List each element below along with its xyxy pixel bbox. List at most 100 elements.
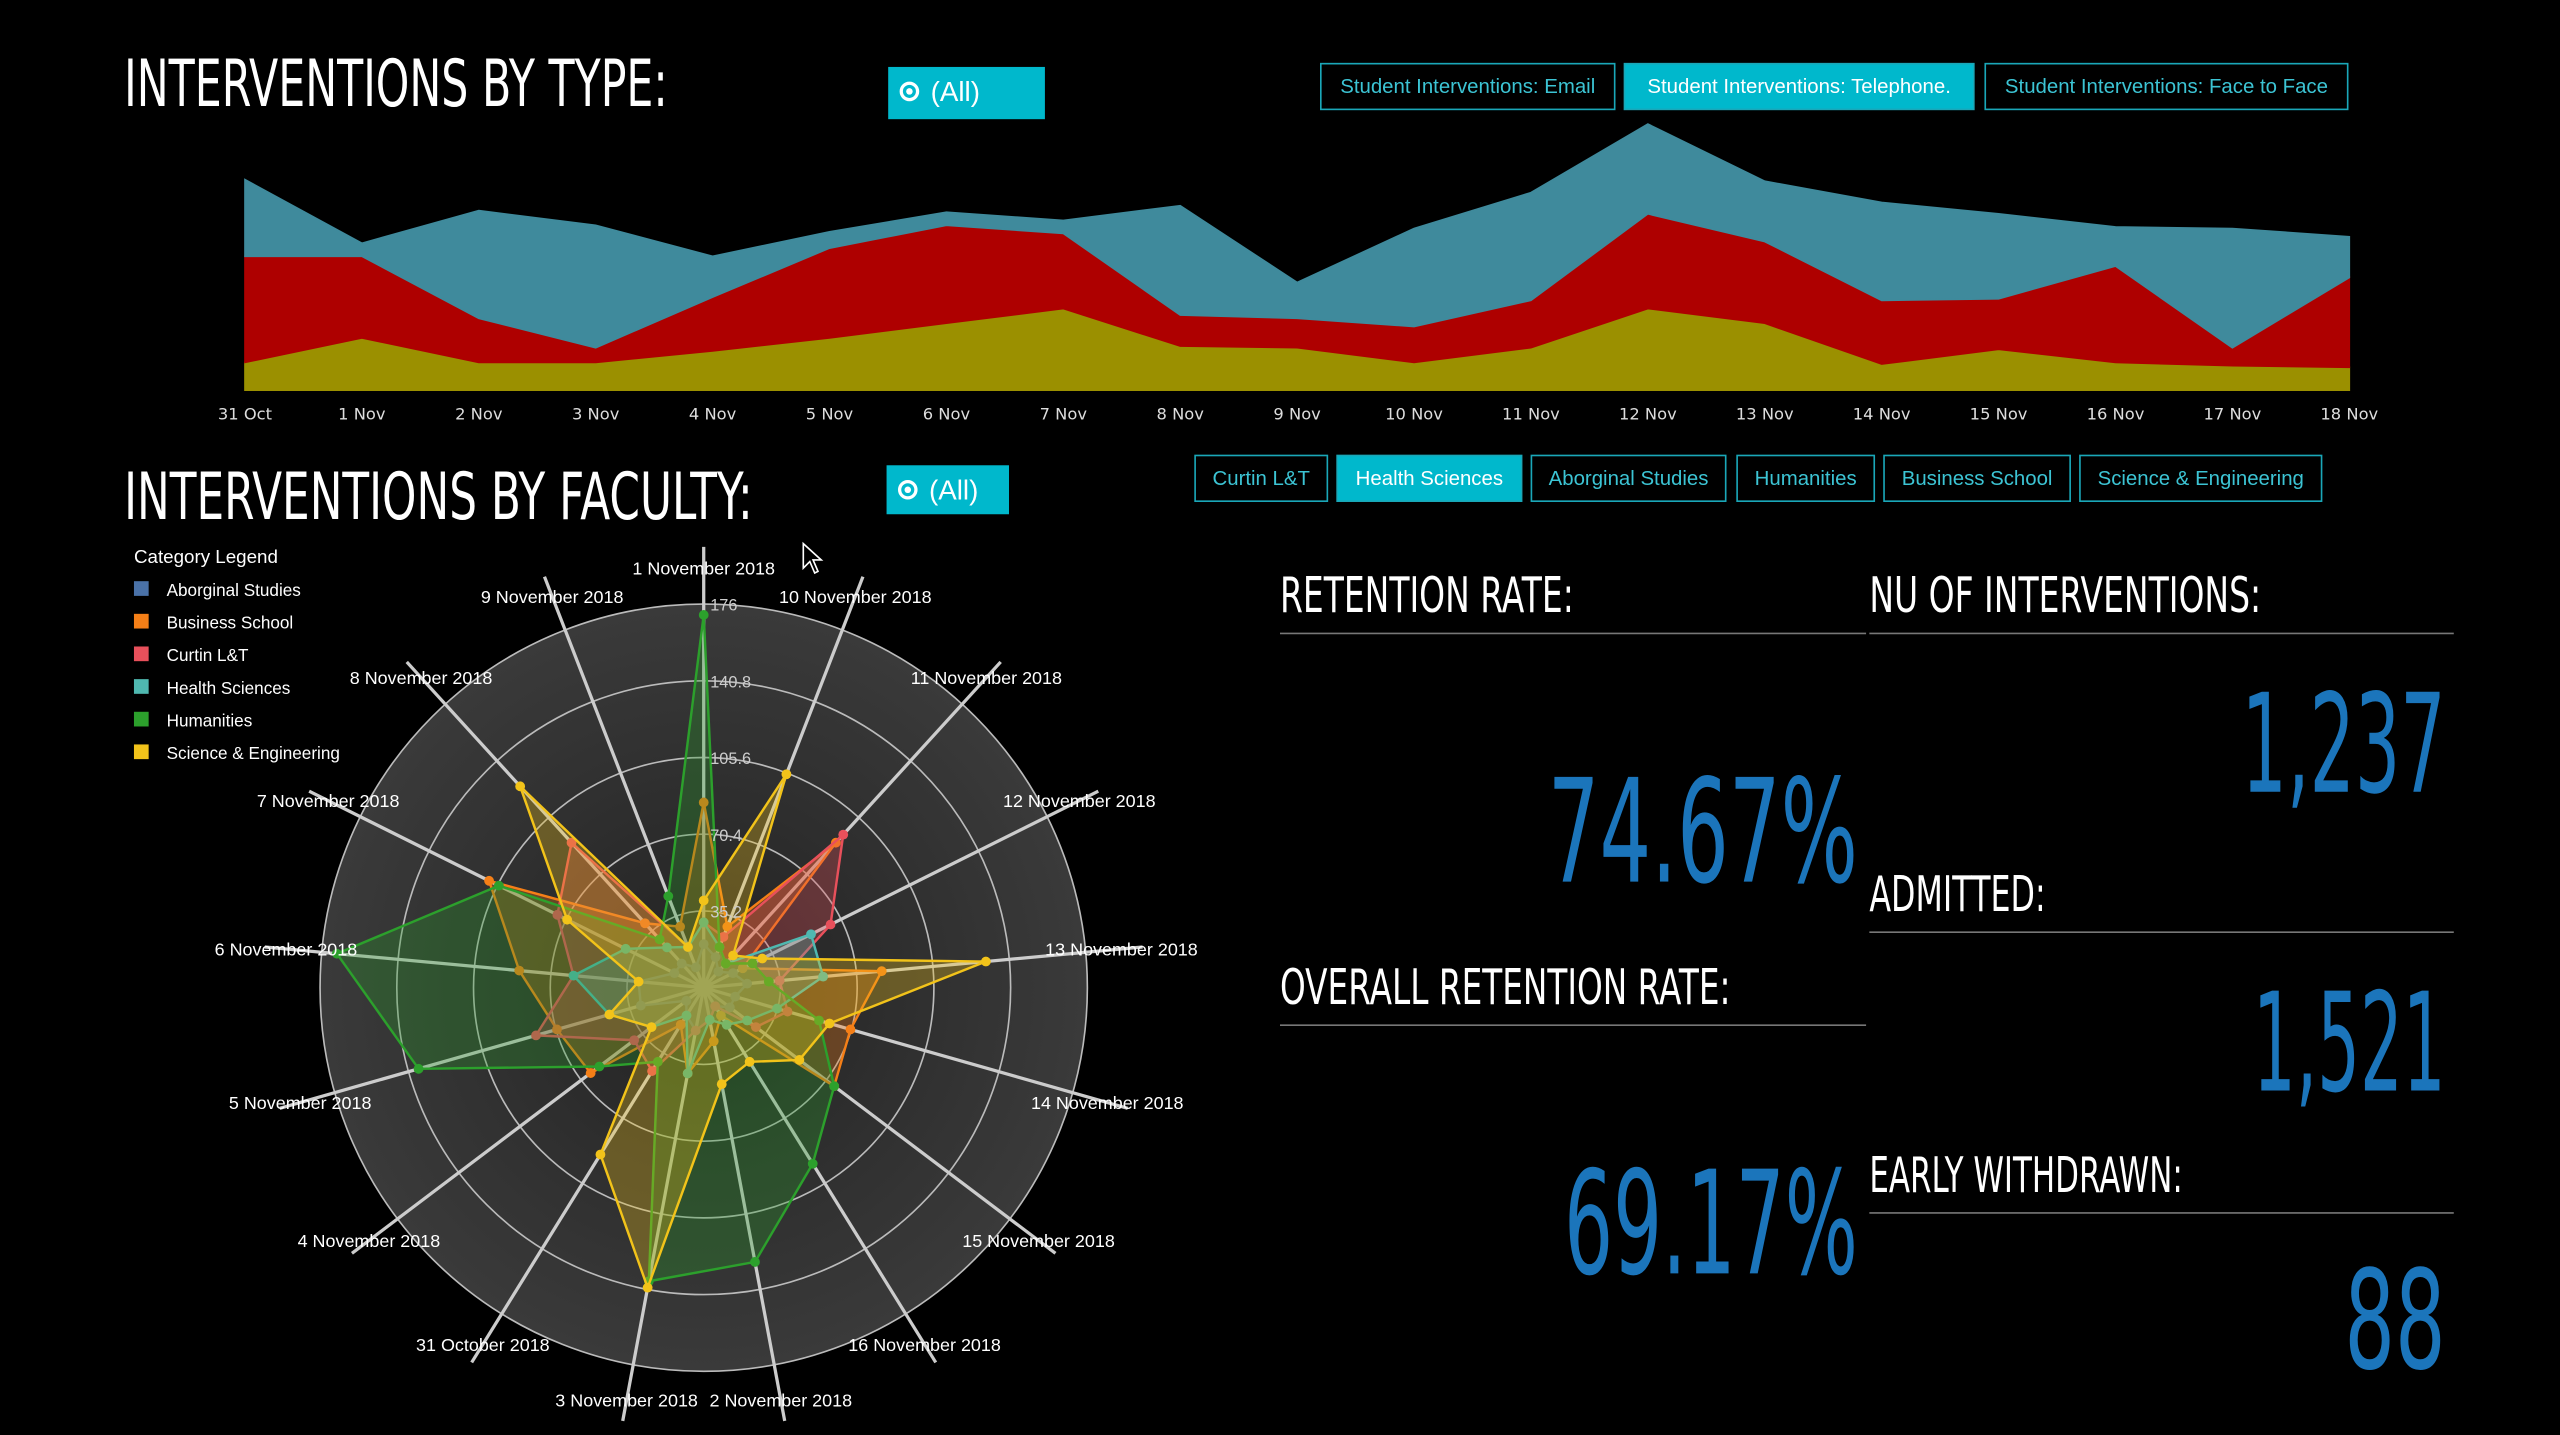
radar-point — [714, 942, 725, 952]
filter-button[interactable] — [1319, 62, 1616, 111]
filter-button-label: Humanities — [1755, 468, 1857, 490]
filter-button[interactable] — [1736, 454, 1876, 503]
radar-point — [652, 1056, 663, 1067]
section-title: INTERVENTIONS BY TYPE: — [124, 46, 668, 122]
filter-button-label: Student Interventions: Telephone. — [1647, 76, 1950, 98]
kpi-value: 69.17% — [1564, 1140, 1858, 1307]
filter-button-label: Science & Engineering — [2098, 468, 2304, 490]
radar-point — [763, 976, 774, 987]
kpi-label: EARLY WITHDRAWN: — [1869, 1147, 2182, 1204]
legend-label: Curtin L&T — [167, 645, 249, 665]
radar-point — [675, 921, 685, 932]
filter-button[interactable] — [1194, 454, 1329, 503]
filter-button[interactable] — [1336, 454, 1523, 503]
radar-point — [781, 769, 792, 780]
radar-point — [708, 1036, 719, 1047]
radar-point — [838, 829, 849, 840]
radar-point — [713, 966, 724, 977]
filter-button[interactable] — [1984, 62, 2349, 111]
legend-label: Science & Engineering — [167, 743, 340, 763]
filter-button[interactable] — [1883, 454, 2071, 503]
axis-label: 4 November 2018 — [298, 1231, 441, 1251]
x-tick-label: 15 Nov — [1970, 405, 2028, 424]
axis-label: 11 November 2018 — [911, 668, 1062, 688]
axis-label: 3 November 2018 — [555, 1391, 698, 1411]
filter-button-label: Student Interventions: Email — [1340, 76, 1595, 98]
radar-point — [413, 1063, 424, 1074]
axis-label: 31 October 2018 — [416, 1335, 550, 1355]
radar-point — [757, 953, 768, 964]
axis-label: 15 November 2018 — [962, 1231, 1115, 1251]
radar-point — [681, 1010, 692, 1021]
radio-dot — [904, 486, 912, 494]
section-title: INTERVENTIONS BY FACULTY: — [124, 459, 753, 535]
radar-point — [718, 931, 729, 942]
r-tick-label: 70.4 — [710, 827, 742, 845]
radar-point — [646, 1022, 657, 1032]
radar-point — [814, 1015, 824, 1026]
kpi-value: 88 — [2344, 1242, 2445, 1401]
x-tick-label: 4 Nov — [689, 405, 737, 424]
radar-point — [751, 1022, 761, 1032]
radar-point — [698, 917, 709, 928]
radar-point — [716, 1010, 726, 1021]
radar-point — [594, 1061, 605, 1072]
filter-button[interactable] — [2079, 454, 2323, 503]
radar-point — [774, 975, 785, 986]
radar-point — [794, 1055, 805, 1065]
radar-point — [806, 929, 816, 940]
radar-spoke — [702, 986, 938, 1364]
radar-point — [980, 956, 991, 967]
filter-dropdown[interactable]: (All) — [888, 66, 1045, 120]
legend-label: Aborginal Studies — [167, 580, 301, 600]
radar-point — [690, 1025, 701, 1036]
legend-swatch — [133, 679, 149, 694]
radar-spoke — [470, 986, 706, 1364]
kpi-label: RETENTION RATE: — [1280, 567, 1574, 624]
axis-label: 10 November 2018 — [779, 587, 932, 607]
filter-button-label: Curtin L&T — [1212, 468, 1309, 490]
radar-point — [818, 971, 828, 982]
legend-title: Category Legend — [134, 546, 278, 567]
x-tick-label: 3 Nov — [572, 405, 620, 424]
radio-icon — [897, 479, 918, 500]
radar-point — [681, 995, 692, 1006]
legend-swatch — [133, 613, 149, 629]
x-tick-label: 8 Nov — [1157, 405, 1205, 424]
radar-point — [669, 968, 680, 979]
radar-point — [585, 1068, 596, 1078]
x-tick-label: 18 Nov — [2320, 405, 2378, 424]
radar-point — [845, 1024, 856, 1035]
x-tick-label: 11 Nov — [1502, 405, 1560, 424]
radar-point — [716, 1079, 727, 1090]
dropdown-box[interactable] — [888, 66, 1045, 120]
filter-dropdown[interactable]: (All) — [886, 465, 1009, 515]
filter-button-label: Health Sciences — [1356, 468, 1503, 490]
r-tick-label: 140.8 — [710, 673, 751, 691]
radar-point — [722, 921, 733, 932]
legend-swatch — [133, 711, 149, 727]
filter-button[interactable] — [1623, 62, 1975, 111]
radar-spoke — [621, 987, 706, 1422]
radar-spoke — [702, 987, 787, 1422]
radar-point — [720, 958, 731, 969]
legend-swatch — [133, 581, 149, 596]
radar-point — [654, 934, 665, 945]
axis-label: 16 November 2018 — [848, 1335, 1001, 1355]
filter-button[interactable] — [1530, 454, 1727, 503]
x-tick-label: 9 Nov — [1273, 405, 1321, 424]
legend-label: Health Sciences — [167, 678, 291, 698]
radar-spoke — [702, 660, 1002, 989]
radar-point — [682, 1068, 693, 1079]
x-tick-label: 2 Nov — [455, 405, 503, 424]
radar-point — [724, 1002, 735, 1013]
radar-spoke — [702, 789, 1100, 990]
radar-point — [515, 781, 526, 792]
radar-point — [620, 943, 631, 954]
filter-button-label: Business School — [1902, 468, 2053, 490]
radar-point — [825, 919, 836, 930]
radar-point — [332, 948, 342, 959]
radar-point — [662, 942, 672, 953]
radar-point — [728, 968, 738, 979]
area-series — [244, 123, 2351, 349]
